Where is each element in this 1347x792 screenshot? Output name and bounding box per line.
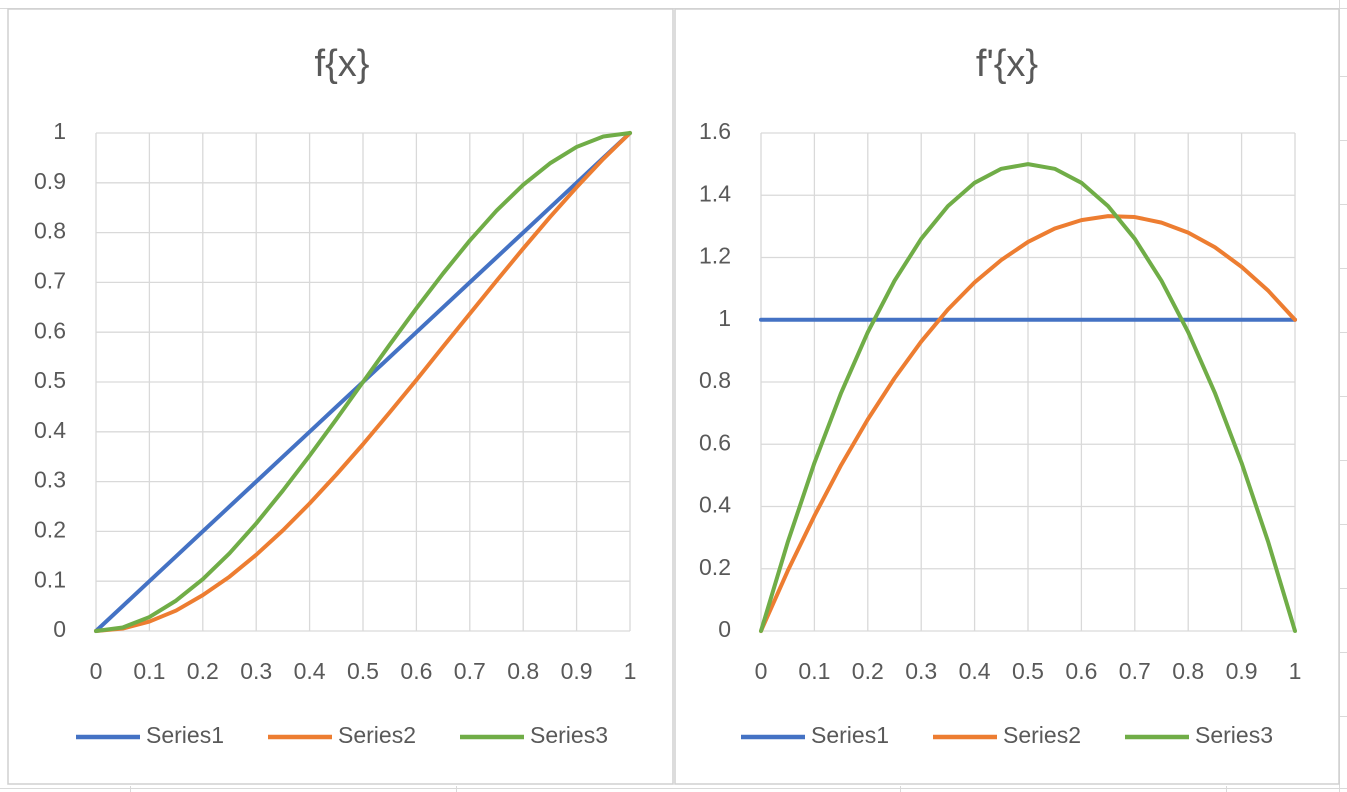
x-tick-label: 0.1	[133, 658, 165, 684]
y-tick-label: 0.3	[34, 467, 66, 493]
y-tick-label: 0.6	[34, 317, 66, 343]
y-tick-label: 0.2	[699, 554, 731, 580]
series-line-series3[interactable]	[94, 131, 632, 633]
legend-item-series3[interactable]: Series3	[460, 722, 608, 748]
legend-label: Series3	[1195, 722, 1273, 748]
legend[interactable]: Series1 Series2 Series3	[76, 722, 608, 748]
chart-area	[674, 8, 1340, 785]
legend-item-series1[interactable]: Series1	[741, 722, 889, 748]
x-tick-label: 0.5	[1012, 658, 1044, 684]
x-axis-ticks: 0 0.1 0.2 0.3 0.4 0.5 0.6 0.7 0.8 0.9 1	[90, 658, 637, 684]
y-tick-label: 1.4	[699, 180, 731, 206]
chart-area	[7, 8, 674, 785]
x-tick-label: 1	[1289, 658, 1302, 684]
legend-label: Series1	[146, 722, 224, 748]
series-line-series2[interactable]	[94, 131, 632, 633]
x-tick-label: 0.7	[1119, 658, 1151, 684]
y-tick-label: 0.8	[699, 367, 731, 393]
legend-label: Series1	[811, 722, 889, 748]
x-tick-label: 0	[90, 658, 103, 684]
y-tick-label: 0.9	[34, 168, 66, 194]
y-tick-label: 0	[718, 616, 731, 642]
x-tick-label: 0.6	[400, 658, 432, 684]
y-tick-label: 0	[53, 616, 66, 642]
x-tick-label: 0.3	[905, 658, 937, 684]
legend-item-series3[interactable]: Series3	[1125, 722, 1273, 748]
x-tick-label: 0.4	[959, 658, 991, 684]
y-tick-label: 1.6	[699, 118, 731, 144]
y-tick-label: 0.2	[34, 516, 66, 542]
x-tick-label: 0.3	[240, 658, 272, 684]
y-tick-label: 1	[718, 305, 731, 331]
legend-item-series1[interactable]: Series1	[76, 722, 224, 748]
legend-item-series2[interactable]: Series2	[933, 722, 1081, 748]
x-tick-label: 0.1	[798, 658, 830, 684]
x-tick-label: 0.8	[1172, 658, 1204, 684]
x-tick-label: 0.7	[454, 658, 486, 684]
legend-label: Series2	[338, 722, 416, 748]
x-axis-ticks: 0 0.1 0.2 0.3 0.4 0.5 0.6 0.7 0.8 0.9 1	[755, 658, 1302, 684]
chart-f-prime-of-x[interactable]: f'{x} 0 0.2 0.4 0.6 0.8 1 1.2 1.4 1.6 0 0.1 0.2 0.3…	[674, 8, 1340, 785]
x-tick-label: 0.2	[187, 658, 219, 684]
y-tick-label: 0.5	[34, 367, 66, 393]
legend-label: Series3	[530, 722, 608, 748]
y-tick-label: 0.4	[699, 492, 731, 518]
series-group	[94, 131, 632, 633]
chart-title: f{x}	[315, 43, 370, 85]
x-tick-label: 0	[755, 658, 768, 684]
x-tick-label: 0.5	[347, 658, 379, 684]
x-tick-label: 1	[624, 658, 637, 684]
y-axis-ticks: 0 0.1 0.2 0.3 0.4 0.5 0.6 0.7 0.8 0.9 1	[34, 118, 66, 642]
y-tick-label: 0.8	[34, 218, 66, 244]
y-tick-label: 1	[53, 118, 66, 144]
y-axis-ticks: 0 0.2 0.4 0.6 0.8 1 1.2 1.4 1.6	[699, 118, 731, 642]
series-group	[759, 162, 1297, 633]
series-line-series2[interactable]	[759, 214, 1297, 633]
y-tick-label: 0.6	[699, 429, 731, 455]
legend[interactable]: Series1 Series2 Series3	[741, 722, 1273, 748]
y-tick-label: 0.1	[34, 566, 66, 592]
x-tick-label: 0.9	[1226, 658, 1258, 684]
x-tick-label: 0.9	[561, 658, 593, 684]
y-tick-label: 0.4	[34, 417, 66, 443]
chart-title: f'{x}	[976, 43, 1038, 85]
series-line-series3[interactable]	[759, 162, 1297, 633]
x-tick-label: 0.8	[507, 658, 539, 684]
y-tick-label: 0.7	[34, 267, 66, 293]
y-tick-label: 1.2	[699, 243, 731, 269]
plot-gridlines	[760, 132, 1296, 632]
chart-f-of-x[interactable]: f{x} 00.10.20.30.40.50.60.70.80.91 0 0.1 0…	[7, 8, 674, 785]
x-tick-label: 0.4	[294, 658, 326, 684]
x-tick-label: 0.2	[852, 658, 884, 684]
x-tick-label: 0.6	[1065, 658, 1097, 684]
legend-item-series2[interactable]: Series2	[268, 722, 416, 748]
legend-label: Series2	[1003, 722, 1081, 748]
